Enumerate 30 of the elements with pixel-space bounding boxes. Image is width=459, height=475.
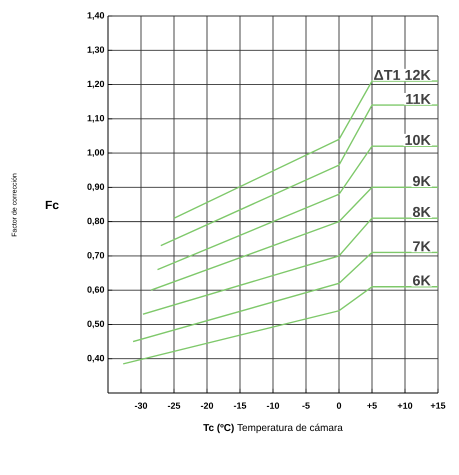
y-tick-label: 0,80 bbox=[87, 218, 104, 226]
x-tick-label: -20 bbox=[200, 402, 214, 409]
series-label: 6K bbox=[413, 275, 431, 286]
y-tick-label: 0,40 bbox=[87, 354, 104, 363]
y-tick-label: 1,30 bbox=[88, 46, 104, 54]
x-tick-label: -5 bbox=[302, 402, 310, 409]
y-tick-label: 0,90 bbox=[87, 184, 104, 192]
x-axis-title: Tc (ºC) Temperatura de cámara bbox=[203, 424, 343, 434]
series-label: 9K bbox=[412, 176, 431, 186]
y-tick-label: 1,40 bbox=[88, 12, 104, 20]
y-tick-label: 1,20 bbox=[88, 80, 104, 88]
x-tick-label: +5 bbox=[367, 402, 377, 409]
series-label: 8K bbox=[412, 206, 431, 218]
series-label: 10K bbox=[405, 134, 431, 146]
x-tick-label: +15 bbox=[430, 402, 446, 409]
y-tick-label: 0,70 bbox=[87, 252, 104, 260]
x-tick-label: -25 bbox=[168, 402, 180, 409]
y-tick-label: 0,60 bbox=[87, 286, 104, 294]
text: Fc bbox=[46, 200, 59, 210]
series-label: ΔT1 12K bbox=[374, 70, 431, 80]
x-tick-label: -10 bbox=[266, 402, 280, 409]
series-label: 11K bbox=[406, 94, 431, 104]
series-label: 7K bbox=[413, 241, 431, 252]
y-tick-label: 0,50 bbox=[87, 320, 104, 328]
y-tick-label: 1,00 bbox=[88, 149, 104, 157]
x-tick-label: +10 bbox=[398, 402, 412, 409]
y-tick-label: 1,10 bbox=[88, 114, 104, 123]
x-tick-label: -30 bbox=[134, 402, 148, 409]
x-tick-label: 0 bbox=[336, 402, 342, 409]
x-tick-label: -15 bbox=[234, 402, 246, 409]
